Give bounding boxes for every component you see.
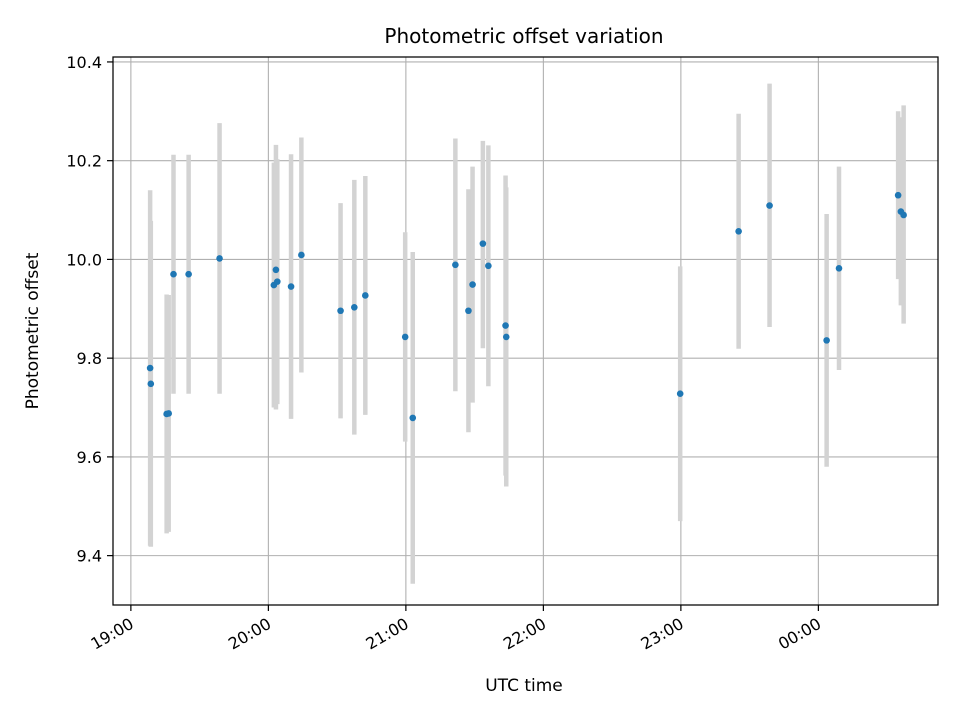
data-point bbox=[823, 337, 830, 344]
data-point bbox=[894, 191, 902, 199]
x-tick-label: 22:00 bbox=[500, 614, 549, 654]
x-axis-ticks: 19:00 20:00 21:00 22:00 23:00 00:00 bbox=[87, 605, 824, 654]
x-axis-label: UTC time bbox=[485, 676, 563, 696]
data-point bbox=[502, 333, 510, 341]
data-point bbox=[216, 255, 223, 262]
y-tick-label: 10.0 bbox=[66, 250, 102, 269]
data-point bbox=[502, 322, 509, 329]
data-point bbox=[465, 307, 472, 315]
data-points bbox=[146, 191, 907, 422]
grid-lines bbox=[113, 57, 938, 605]
data-point bbox=[287, 283, 295, 290]
data-point bbox=[362, 292, 369, 299]
data-point bbox=[469, 281, 476, 288]
data-point bbox=[479, 240, 487, 247]
x-tick-label: 21:00 bbox=[362, 614, 411, 654]
y-axis-label: Photometric offset bbox=[23, 252, 43, 409]
data-point bbox=[170, 270, 177, 278]
data-point bbox=[272, 266, 280, 274]
error-bars bbox=[147, 83, 906, 584]
data-point bbox=[146, 364, 154, 372]
data-point bbox=[401, 333, 409, 341]
y-axis-ticks: 9.4 9.6 9.8 10.0 10.2 10.4 bbox=[66, 53, 113, 566]
x-tick-label: 23:00 bbox=[637, 614, 686, 654]
data-point bbox=[452, 261, 459, 269]
data-point bbox=[766, 202, 773, 209]
y-tick-label: 10.4 bbox=[66, 53, 102, 72]
data-point bbox=[351, 304, 358, 311]
data-point bbox=[409, 414, 417, 422]
data-point bbox=[676, 390, 684, 397]
data-point bbox=[298, 251, 305, 259]
y-tick-label: 9.6 bbox=[77, 448, 102, 467]
data-point bbox=[485, 262, 492, 270]
x-tick-label: 00:00 bbox=[775, 614, 824, 654]
data-point bbox=[165, 410, 172, 417]
data-point bbox=[835, 265, 843, 272]
data-point bbox=[900, 211, 907, 219]
y-tick-label: 9.8 bbox=[77, 349, 102, 368]
x-tick-label: 20:00 bbox=[225, 614, 274, 654]
x-tick-label: 19:00 bbox=[87, 614, 136, 654]
data-point bbox=[147, 380, 155, 388]
data-point bbox=[735, 227, 742, 235]
y-tick-label: 9.4 bbox=[77, 547, 102, 566]
data-point bbox=[337, 307, 344, 315]
data-point bbox=[274, 278, 281, 285]
chart-title: Photometric offset variation bbox=[384, 24, 663, 48]
axes-frame bbox=[112, 56, 939, 606]
y-tick-label: 10.2 bbox=[66, 152, 102, 171]
data-point bbox=[185, 270, 192, 278]
